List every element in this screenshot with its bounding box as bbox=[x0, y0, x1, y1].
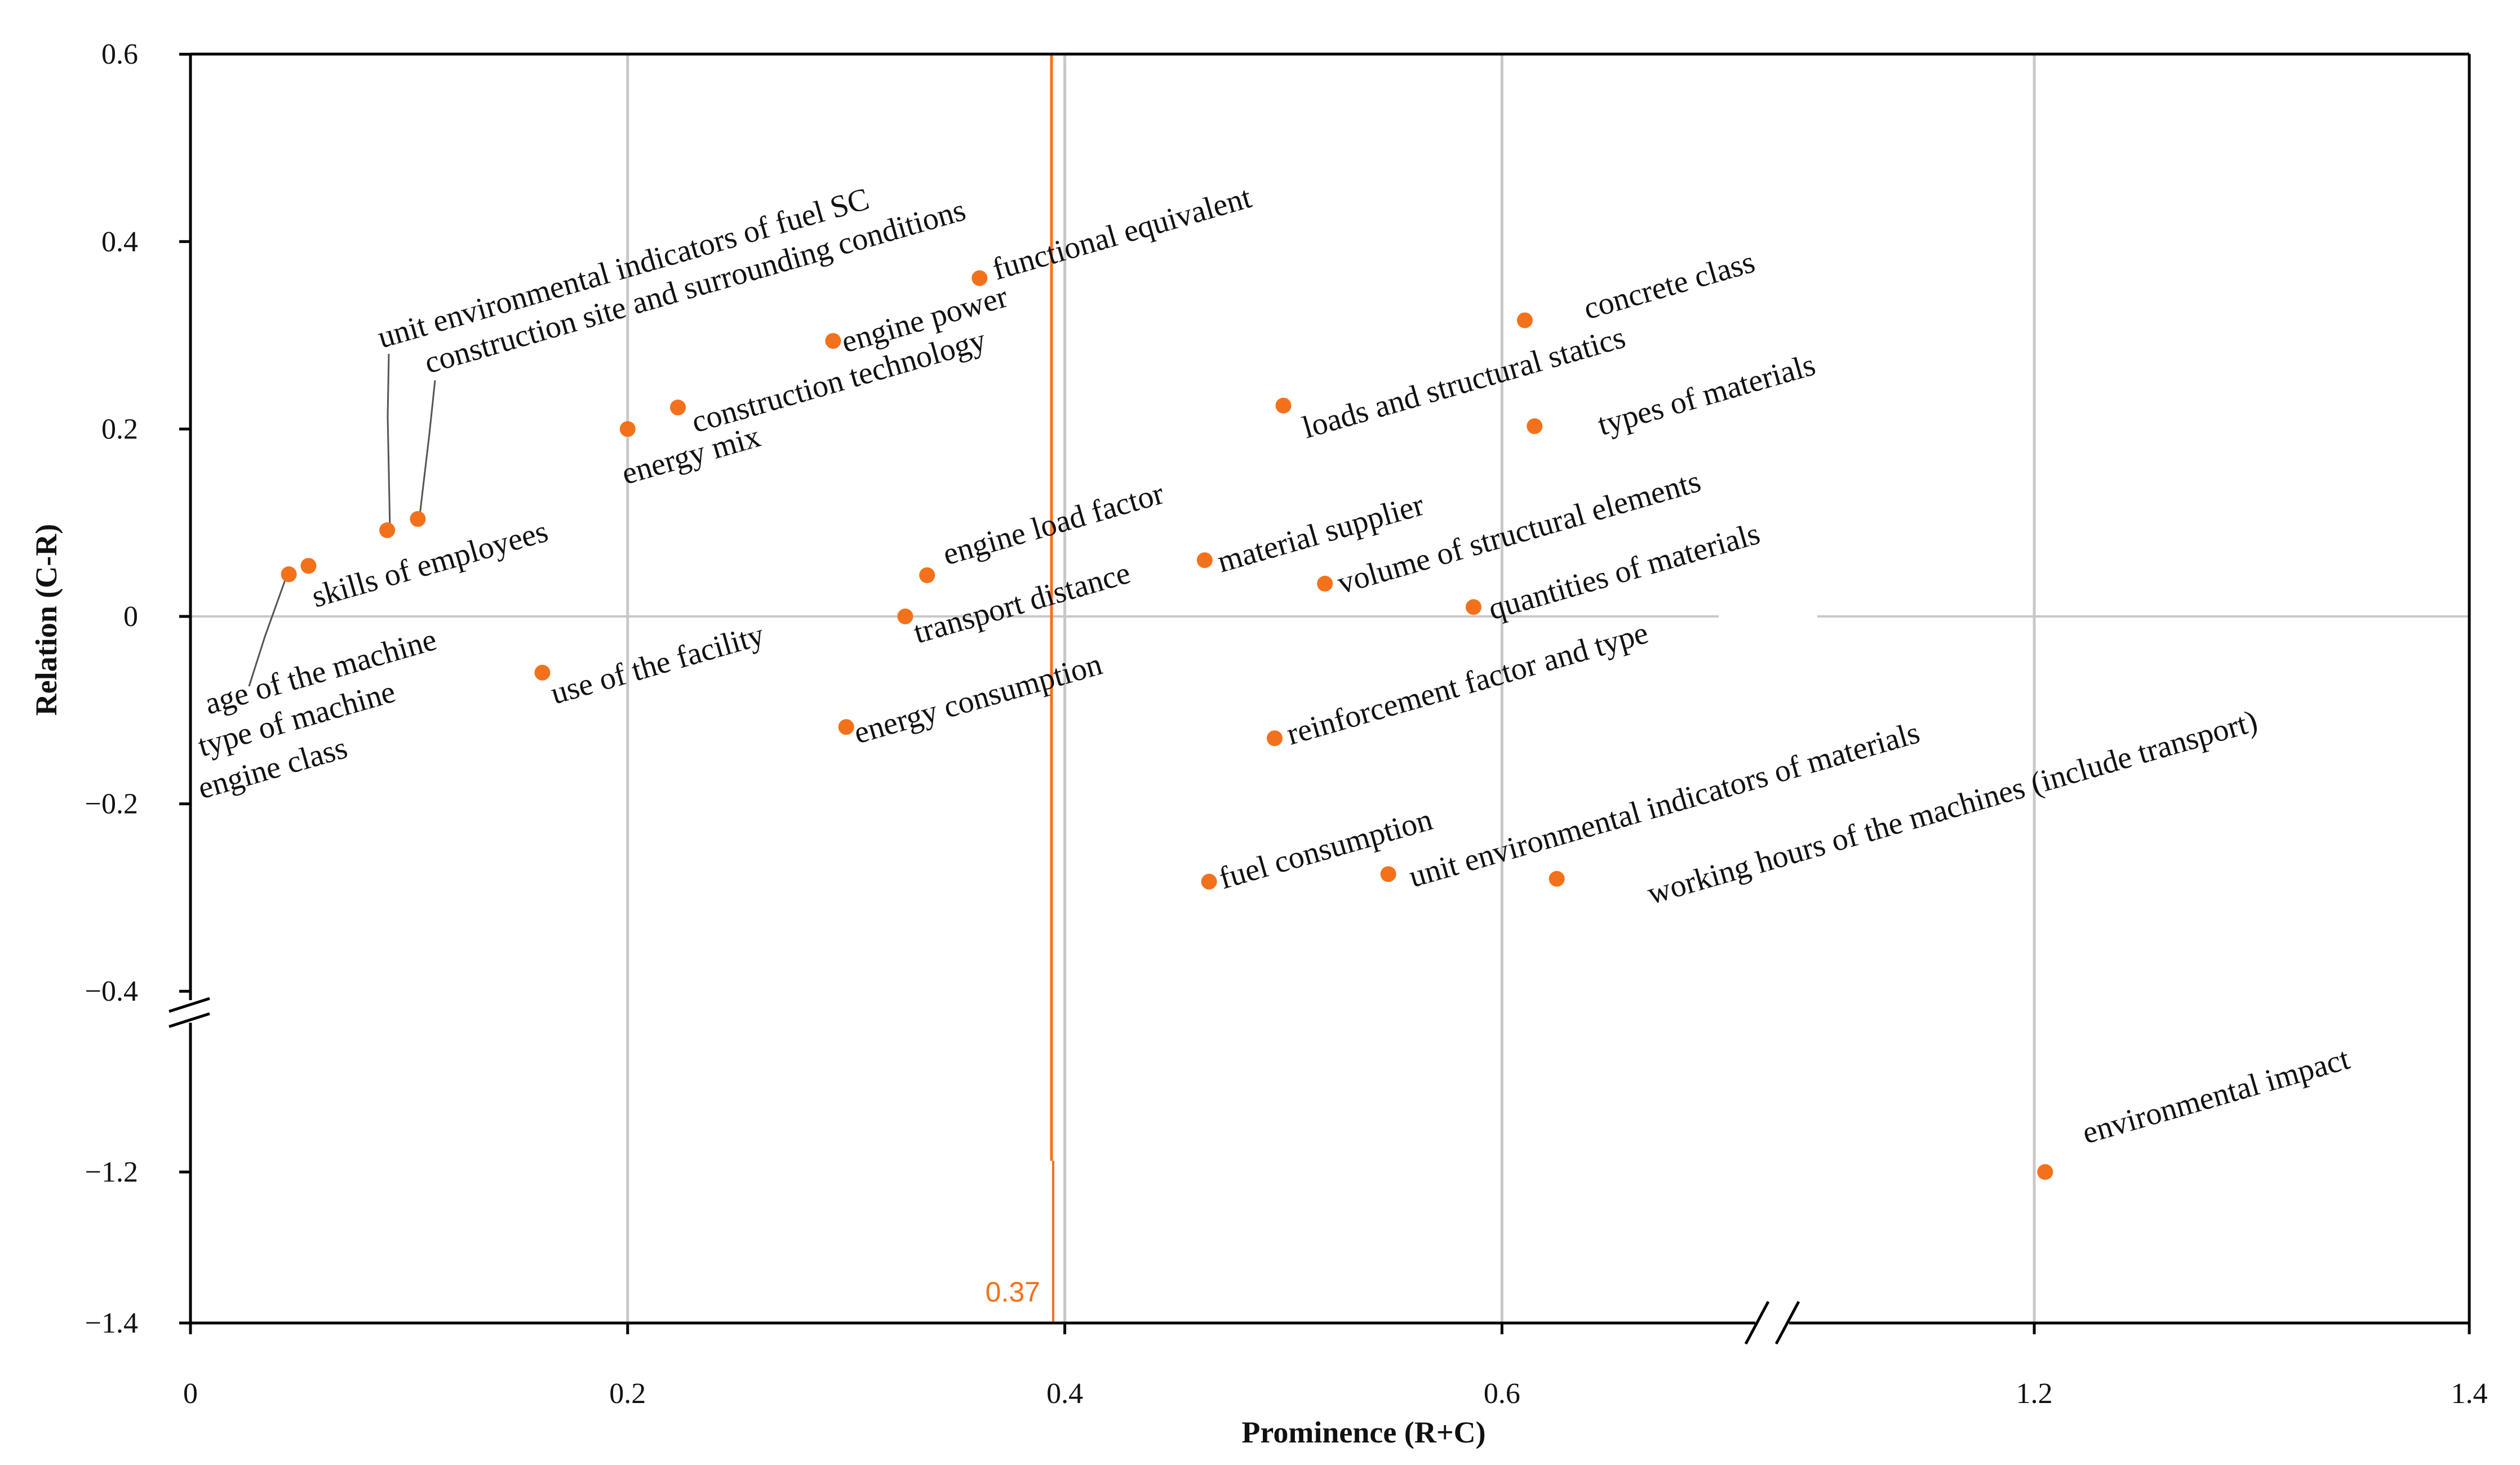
leader-line bbox=[248, 576, 287, 687]
data-point bbox=[1201, 873, 1217, 890]
y-axis-break-mark bbox=[168, 997, 210, 1013]
x-tick-label: 1.4 bbox=[2451, 1378, 2488, 1410]
point-label: engine load factor bbox=[939, 476, 1168, 572]
point-label: working hours of the machines (include t… bbox=[1643, 703, 2261, 911]
data-point bbox=[534, 664, 551, 681]
x-tick-label: 1.2 bbox=[2016, 1378, 2053, 1410]
axes: 0.6 0.4 0.2 0 −0.2 −0.4 −1.2 −1.4 0 0.2 0.4 0.6 1.2 1… bbox=[85, 38, 2488, 1410]
data-points bbox=[281, 270, 2053, 1180]
leader-line bbox=[418, 380, 436, 520]
data-point bbox=[1516, 312, 1533, 328]
y-tick-label: 0.6 bbox=[101, 38, 138, 70]
x-tick-label: 0 bbox=[183, 1378, 198, 1410]
x-tick-label: 0.6 bbox=[1484, 1378, 1520, 1410]
point-label: functional equivalent bbox=[988, 180, 1255, 287]
data-point bbox=[1549, 871, 1565, 887]
point-label: fuel consumption bbox=[1215, 802, 1436, 896]
data-point bbox=[1317, 575, 1333, 592]
reference-line-group: 0.37 bbox=[986, 54, 1054, 1323]
data-point bbox=[971, 270, 988, 286]
x-tick-label: 0.4 bbox=[1046, 1378, 1083, 1410]
point-label: concrete class bbox=[1580, 245, 1758, 327]
data-point bbox=[281, 566, 297, 583]
grid-lines bbox=[190, 54, 2469, 1323]
x-tick-label: 0.2 bbox=[609, 1378, 646, 1410]
y-tick-label: 0.2 bbox=[101, 413, 138, 445]
x-axis-break-mark bbox=[1744, 1300, 1770, 1345]
point-label: energy consumption bbox=[850, 647, 1106, 751]
point-label: environmental impact bbox=[2078, 1041, 2353, 1151]
data-point bbox=[1465, 599, 1481, 615]
point-label: types of materials bbox=[1594, 347, 1819, 442]
point-label: transport distance bbox=[909, 556, 1134, 651]
y-tick-label: −1.4 bbox=[85, 1307, 138, 1339]
data-point bbox=[379, 522, 396, 539]
data-point bbox=[919, 567, 935, 583]
data-point bbox=[838, 719, 854, 735]
data-point bbox=[1527, 418, 1543, 434]
y-tick-label: 0.4 bbox=[101, 226, 138, 258]
y-axis-break-mark bbox=[168, 1012, 210, 1028]
y-tick-label: −1.2 bbox=[85, 1156, 138, 1188]
point-label: energy mix bbox=[618, 419, 764, 491]
point-label: reinforcement factor and type bbox=[1283, 615, 1652, 752]
data-point bbox=[897, 609, 913, 624]
data-point bbox=[300, 558, 317, 574]
y-tick-label: −0.4 bbox=[85, 975, 138, 1007]
point-label: unit environmental indicators of materia… bbox=[1405, 715, 1923, 895]
point-label: loads and structural statics bbox=[1298, 320, 1629, 446]
data-point bbox=[619, 421, 636, 437]
data-point bbox=[1196, 552, 1213, 569]
leader-lines bbox=[248, 353, 436, 687]
leader-line bbox=[387, 353, 391, 529]
data-point bbox=[670, 399, 686, 416]
data-point bbox=[2037, 1164, 2053, 1180]
x-axis-title: Prominence (R+C) bbox=[1241, 1415, 1485, 1449]
data-point bbox=[1380, 866, 1396, 882]
data-point bbox=[1275, 397, 1292, 414]
data-point bbox=[410, 511, 426, 527]
y-axis-title: Relation (C-R) bbox=[29, 524, 63, 716]
data-point bbox=[825, 333, 841, 349]
x-axis-break-mark bbox=[1774, 1300, 1800, 1345]
y-tick-label: −0.2 bbox=[85, 788, 138, 820]
reference-line-label: 0.37 bbox=[986, 1276, 1040, 1308]
point-label: skills of employees bbox=[308, 514, 552, 615]
point-label: use of the facility bbox=[547, 617, 767, 711]
y-tick-label: 0 bbox=[123, 601, 138, 633]
data-point bbox=[1266, 730, 1283, 747]
